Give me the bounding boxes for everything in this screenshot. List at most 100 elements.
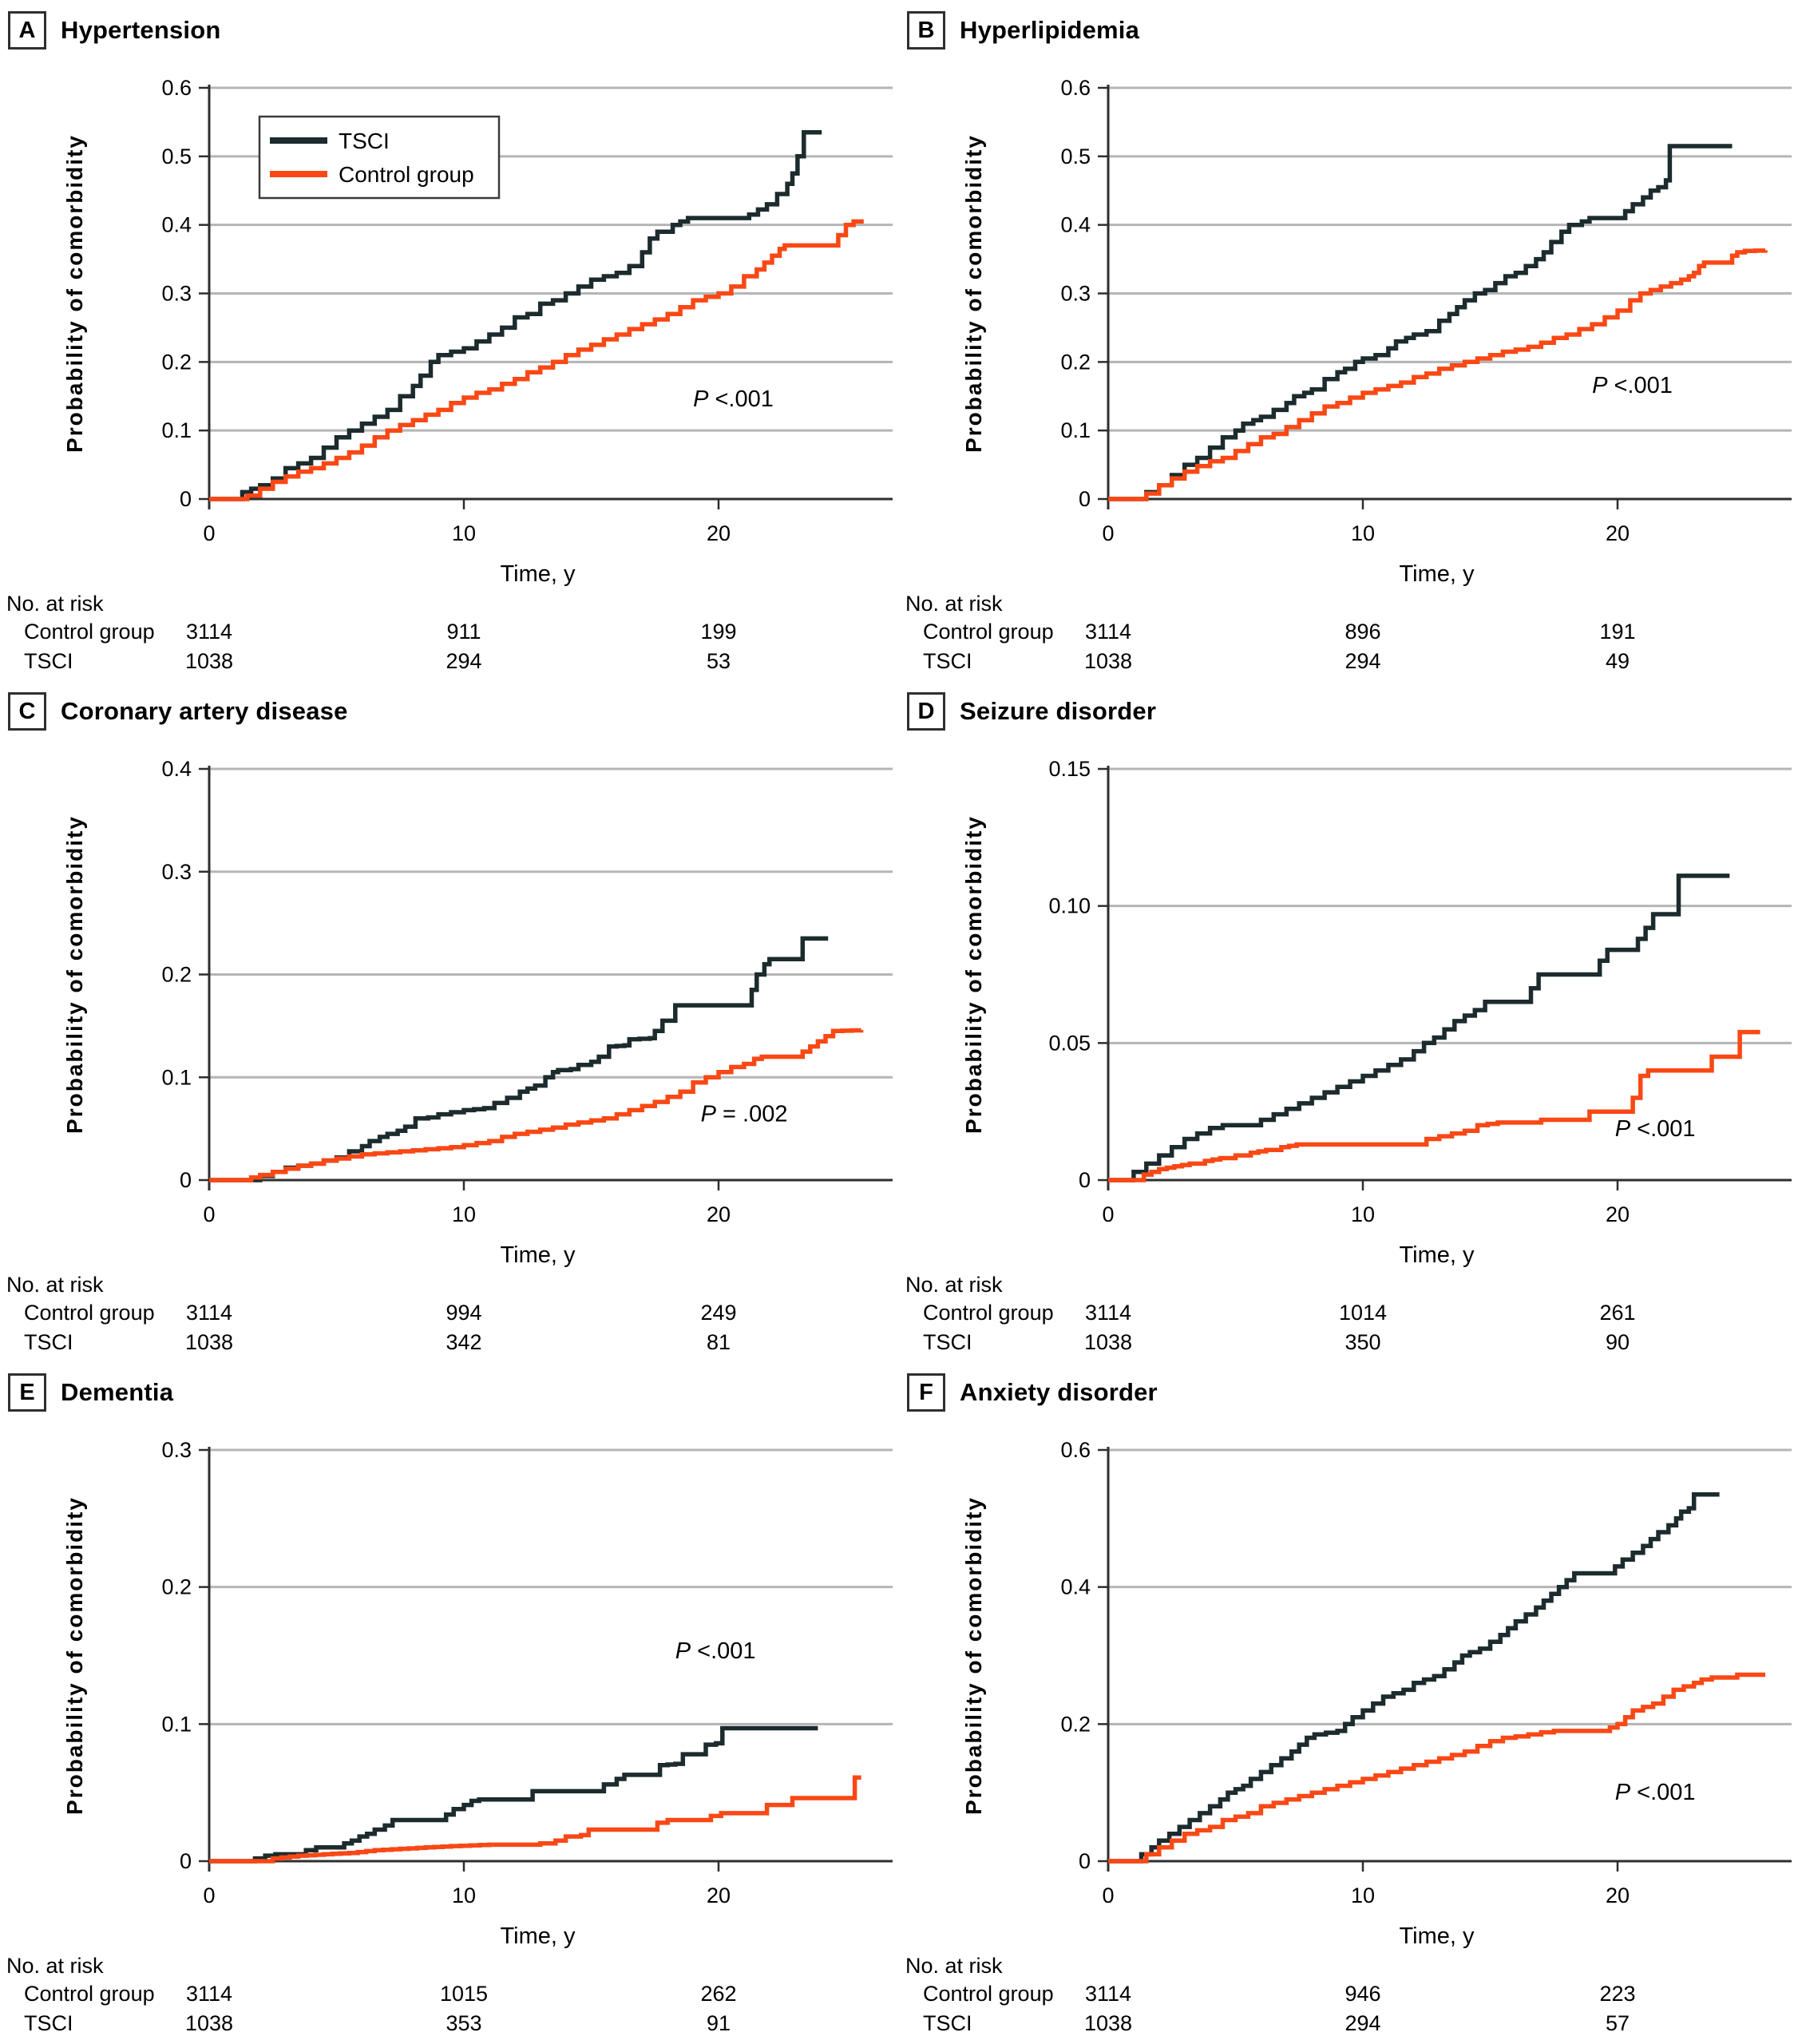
at-risk-row-control: Control group 3114 1014 261 — [899, 1297, 1798, 1327]
panel-e: E Dementia 0 0.1 0.2 0.3 0 10 20 Time, y Probabi… — [0, 1362, 899, 2043]
series-line-control-group — [209, 1028, 864, 1182]
at-risk-row-control: Control group 3114 946 223 — [899, 1979, 1798, 2008]
at-risk-value: 53 — [706, 649, 731, 673]
at-risk-value: 90 — [1605, 1330, 1630, 1354]
at-risk-value: 353 — [446, 2011, 482, 2035]
y-tick-label: 0 — [1079, 487, 1091, 511]
at-risk-heading: No. at risk — [6, 1954, 104, 1978]
panel-c: C Coronary artery disease 0 0.1 0.2 0.3 0.4 0… — [0, 681, 899, 1362]
series-line-tsci — [209, 1725, 818, 1864]
panel-header: C Coronary artery disease — [8, 692, 348, 731]
x-tick-label: 20 — [707, 1202, 731, 1226]
y-tick-label: 0.4 — [161, 757, 192, 781]
at-risk-value: 1038 — [1083, 2011, 1133, 2035]
y-tick-label: 0 — [1079, 1849, 1091, 1873]
at-risk-value: 3114 — [185, 1982, 233, 2006]
y-tick-label: 0.3 — [161, 282, 192, 306]
at-risk-value: 3114 — [185, 1301, 233, 1325]
x-tick-label: 10 — [1351, 521, 1375, 545]
panel-f: F Anxiety disorder 0 0.2 0.4 0.6 0 10 20 Time, … — [899, 1362, 1798, 2043]
y-tick-label: 0.2 — [161, 350, 192, 374]
y-axis-title: Probability of comorbidity — [62, 134, 87, 453]
at-risk-heading: No. at risk — [6, 1273, 104, 1297]
km-chart-anxiety-disorder: 0 0.2 0.4 0.6 0 10 20 Time, y Probability of com… — [899, 1410, 1798, 1953]
y-tick-label: 0.4 — [161, 213, 192, 237]
at-risk-heading: No. at risk — [905, 1273, 1003, 1297]
x-axis-title: Time, y — [1400, 561, 1475, 587]
y-tick-label: 0.3 — [1060, 282, 1091, 306]
at-risk-value: 57 — [1605, 2011, 1630, 2035]
x-tick-label: 0 — [1102, 1202, 1114, 1226]
panel-header: A Hypertension — [8, 11, 221, 50]
y-tick-label: 0.1 — [161, 418, 192, 442]
at-risk-value: 946 — [1345, 1982, 1381, 2006]
at-risk-value: 342 — [446, 1330, 482, 1354]
km-chart-dementia: 0 0.1 0.2 0.3 0 10 20 Time, y Probability of com… — [0, 1410, 899, 1953]
panel-label-box: B — [907, 11, 945, 50]
at-risk-row-control: Control group 3114 896 191 — [899, 616, 1798, 646]
panel-title: Anxiety disorder — [960, 1378, 1158, 1406]
p-value-label: P <.001 — [1615, 1780, 1696, 1805]
at-risk-value: 1038 — [184, 1330, 234, 1354]
at-risk-row-tsci: TSCI 1038 294 49 — [899, 646, 1798, 675]
series-line-control-group — [209, 219, 864, 501]
at-risk-row-label: Control group — [923, 620, 1054, 644]
series-line-control-group — [1108, 1029, 1760, 1182]
at-risk-row-label: TSCI — [24, 649, 73, 673]
at-risk-value: 3114 — [185, 620, 233, 644]
y-tick-label: 0.15 — [1048, 757, 1091, 781]
y-tick-label: 0.5 — [1060, 145, 1091, 168]
legend-label: Control group — [339, 162, 474, 187]
at-risk-value: 49 — [1605, 649, 1630, 673]
y-tick-label: 0.1 — [161, 1712, 192, 1736]
panel-label-box: D — [907, 692, 945, 731]
at-risk-row-label: TSCI — [24, 2011, 73, 2035]
y-tick-label: 0 — [180, 1168, 192, 1192]
panel-label-box: A — [8, 11, 46, 50]
p-value-label: P <.001 — [675, 1638, 756, 1664]
km-plot-d: 0 0.05 0.10 0.15 0 10 20 Time, y Probability of … — [961, 757, 1792, 1268]
x-tick-label: 0 — [1102, 521, 1114, 545]
panel-header: B Hyperlipidemia — [907, 11, 1139, 50]
km-plot-b: 0 0.1 0.2 0.3 0.4 0.5 0.6 0 10 20 Time, y Probabili… — [961, 76, 1792, 587]
x-tick-label: 0 — [203, 1202, 215, 1226]
at-risk-value: 261 — [1599, 1301, 1636, 1325]
at-risk-heading: No. at risk — [905, 592, 1003, 616]
x-tick-label: 20 — [707, 1884, 731, 1907]
at-risk-row-label: TSCI — [24, 1330, 73, 1354]
at-risk-value: 896 — [1345, 620, 1381, 644]
at-risk-table: No. at risk Control group 3114 911 199 T… — [0, 591, 899, 675]
x-tick-label: 0 — [1102, 1884, 1114, 1907]
y-tick-label: 0.3 — [161, 860, 192, 884]
y-tick-label: 0.10 — [1048, 894, 1091, 918]
km-chart-coronary-artery-disease: 0 0.1 0.2 0.3 0.4 0 10 20 Time, y Probability of … — [0, 729, 899, 1272]
km-chart-hyperlipidemia: 0 0.1 0.2 0.3 0.4 0.5 0.6 0 10 20 Time, y Probabili… — [899, 48, 1798, 591]
p-value-label: P <.001 — [1592, 373, 1673, 398]
at-risk-value: 191 — [1599, 620, 1636, 644]
panel-a: A Hypertension 0 0.1 0.2 0.3 0.4 0.5 0.6 0 10 20 T… — [0, 0, 899, 681]
at-risk-row-label: Control group — [24, 1982, 155, 2006]
at-risk-row-label: Control group — [923, 1982, 1054, 2006]
at-risk-table: No. at risk Control group 3114 1014 261 … — [899, 1272, 1798, 1357]
y-tick-label: 0.1 — [1060, 418, 1091, 442]
panel-b: B Hyperlipidemia 0 0.1 0.2 0.3 0.4 0.5 0.6 0 10 2… — [899, 0, 1798, 681]
x-axis-title: Time, y — [501, 561, 576, 587]
at-risk-row-tsci: TSCI 1038 350 90 — [899, 1327, 1798, 1357]
km-plot-f: 0 0.2 0.4 0.6 0 10 20 Time, y Probability of com… — [961, 1438, 1792, 1949]
at-risk-row-control: Control group 3114 1015 262 — [0, 1979, 899, 2008]
y-tick-label: 0.2 — [1060, 350, 1091, 374]
panel-title: Hypertension — [61, 16, 221, 44]
x-tick-label: 10 — [1351, 1884, 1375, 1907]
at-risk-row-label: Control group — [923, 1301, 1054, 1325]
x-tick-label: 10 — [452, 1884, 476, 1907]
y-axis-title: Probability of comorbidity — [961, 815, 986, 1134]
at-risk-row-label: TSCI — [923, 2011, 972, 2035]
y-axis-title: Probability of comorbidity — [62, 1496, 87, 1815]
panel-label-box: F — [907, 1373, 945, 1412]
y-tick-label: 0.6 — [1060, 76, 1091, 100]
at-risk-value: 3114 — [1084, 1982, 1132, 2006]
panel-title: Dementia — [61, 1378, 174, 1406]
p-value-label: P <.001 — [1615, 1116, 1696, 1142]
y-tick-label: 0.4 — [1060, 1575, 1091, 1599]
